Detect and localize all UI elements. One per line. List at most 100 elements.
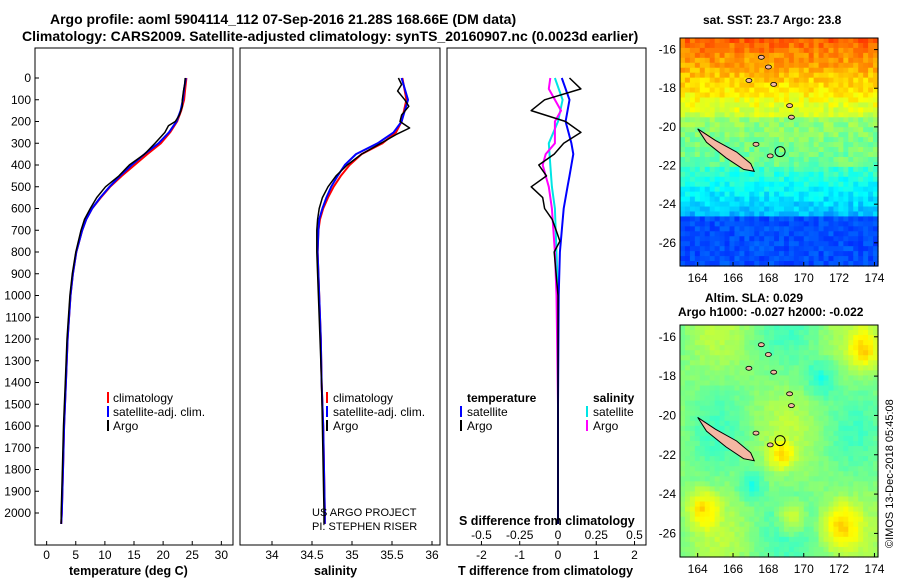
map-cell xyxy=(684,47,691,54)
map-cell xyxy=(699,236,706,242)
map-cell xyxy=(779,112,785,118)
map-cell xyxy=(853,420,859,427)
map-cell xyxy=(764,161,770,168)
map-cell xyxy=(709,42,716,49)
map-cell xyxy=(798,325,805,331)
map-cell xyxy=(858,92,864,99)
map-cell xyxy=(873,246,879,252)
map-cell xyxy=(764,340,770,346)
map-cell xyxy=(704,42,711,49)
map-cell xyxy=(689,38,696,44)
map-cell xyxy=(858,355,864,361)
map-cell xyxy=(833,430,839,437)
title-line1: Argo profile: aoml 5904114_112 07-Sep-20… xyxy=(50,11,516,27)
map-cell xyxy=(793,226,800,232)
title-line2: Climatology: CARS2009. Satellite-adjuste… xyxy=(22,28,638,44)
map-cell xyxy=(734,541,740,548)
map-cell xyxy=(823,47,830,54)
map-cell xyxy=(774,400,780,407)
map-cell xyxy=(813,38,820,44)
map-cell xyxy=(704,526,711,533)
map-cell xyxy=(833,47,839,54)
island xyxy=(757,342,765,348)
map-cell xyxy=(783,536,790,543)
map-cell xyxy=(838,325,844,331)
map-cell xyxy=(749,152,755,158)
map-cell xyxy=(788,461,795,467)
map-cell xyxy=(734,405,740,412)
map-cell xyxy=(680,491,686,498)
map-cell xyxy=(798,410,805,417)
map-cell xyxy=(779,491,785,498)
map-cell xyxy=(823,72,830,79)
map-cell xyxy=(759,355,765,361)
map-cell xyxy=(823,536,830,543)
map-cell xyxy=(779,142,785,148)
map-cell xyxy=(680,236,686,242)
map-cell xyxy=(754,102,760,108)
map-cell xyxy=(803,511,810,518)
map-cell xyxy=(759,261,765,267)
map-lat-tick-label: -18 xyxy=(659,369,677,383)
map-cell xyxy=(793,256,800,262)
map-cell xyxy=(769,461,775,467)
map-cell xyxy=(779,400,785,407)
map-cell xyxy=(714,546,721,553)
map-cell xyxy=(808,350,815,356)
map-cell xyxy=(853,435,859,442)
map-lon-tick-label: 174 xyxy=(864,271,884,285)
map-cell xyxy=(734,206,740,213)
map-cell xyxy=(749,410,755,417)
map-cell xyxy=(818,355,825,361)
map-cell xyxy=(764,256,770,262)
map-cell xyxy=(709,47,716,54)
map-cell xyxy=(704,221,711,227)
map-cell xyxy=(843,400,849,407)
s-difference-tick-label: -0.5 xyxy=(471,528,492,542)
legend-label-satellite: satellite-adj. clim. xyxy=(333,405,425,419)
map-cell xyxy=(769,57,775,64)
map-cell xyxy=(838,246,844,252)
map-cell xyxy=(714,186,721,193)
map-cell xyxy=(754,340,760,346)
map-cell xyxy=(749,370,755,377)
map-cell xyxy=(813,441,820,447)
map-cell xyxy=(704,541,711,548)
map-cell xyxy=(764,246,770,252)
map-cell xyxy=(838,216,844,222)
depth-tick-label: 1100 xyxy=(5,310,31,324)
map-cell xyxy=(734,211,740,218)
map-cell xyxy=(689,345,696,351)
map-cell xyxy=(833,340,839,346)
map-cell xyxy=(843,506,849,513)
map-cell xyxy=(863,461,869,467)
map-cell xyxy=(813,117,820,123)
map-cell xyxy=(803,345,810,351)
map-cell xyxy=(744,132,750,138)
map-cell xyxy=(858,400,864,407)
map-cell xyxy=(680,415,686,422)
map-cell xyxy=(694,370,701,377)
map-cell xyxy=(793,181,800,188)
map-cell xyxy=(823,355,830,361)
map-cell xyxy=(863,191,869,198)
map-cell xyxy=(848,536,854,543)
map-cell xyxy=(873,471,879,477)
map-cell xyxy=(680,171,686,178)
map-cell xyxy=(754,350,760,356)
map-cell xyxy=(813,481,820,487)
map-cell xyxy=(704,117,711,123)
map-cell xyxy=(689,42,696,49)
map-cell xyxy=(843,72,849,79)
difference-panel: -2 -1 0 1 2 -0.5 -0.25 0 0.25 0.5 T difference f… xyxy=(446,47,647,578)
map-cell xyxy=(714,156,721,163)
map-cell xyxy=(868,425,874,432)
map-cell xyxy=(724,360,731,366)
map-cell xyxy=(793,107,800,113)
map-cell xyxy=(689,142,696,148)
map-cell xyxy=(823,471,830,477)
map-cell xyxy=(769,122,775,128)
map-cell xyxy=(788,511,795,518)
island xyxy=(788,403,795,409)
map-cell xyxy=(684,171,691,178)
